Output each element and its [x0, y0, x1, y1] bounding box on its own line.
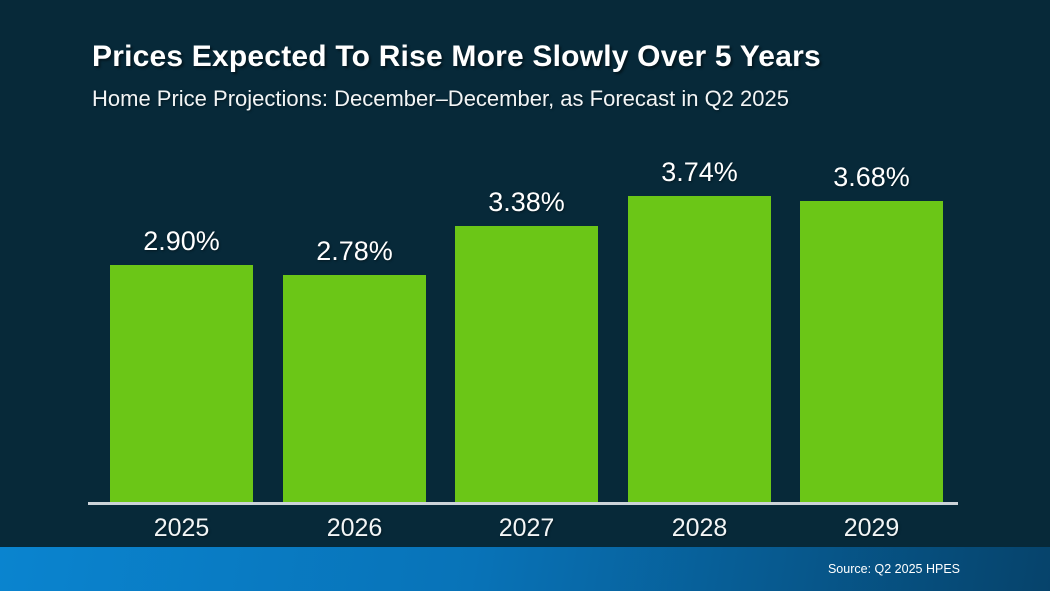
- bar-chart: 2.90% 2025 2.78% 2026 3.38% 2027 3.74% 2028 3.68…: [110, 157, 943, 542]
- x-axis-label: 2028: [671, 514, 728, 542]
- bar-value-label: 3.74%: [661, 157, 738, 187]
- source-note: Source: Q2 2025 HPES: [827, 562, 960, 576]
- x-axis-label: 2027: [498, 514, 555, 542]
- bar-value-label: 3.68%: [833, 162, 910, 192]
- bar-2025: [110, 265, 253, 503]
- x-axis-label: 2026: [326, 514, 383, 542]
- footer-bar: Source: Q2 2025 HPES: [0, 547, 1050, 591]
- chart-title: Prices Expected To Rise More Slowly Over…: [92, 40, 821, 73]
- bar-value-label: 2.78%: [316, 236, 393, 266]
- chart-subtitle: Home Price Projections: December–Decembe…: [92, 86, 789, 111]
- bar-2028: [628, 196, 771, 503]
- bar-2026: [283, 275, 426, 503]
- bar-2027: [455, 226, 598, 503]
- x-axis-line: [88, 502, 958, 505]
- bar-value-label: 3.38%: [488, 187, 565, 217]
- x-axis-label: 2025: [153, 514, 210, 542]
- bar-2029: [800, 201, 943, 503]
- bar-value-label: 2.90%: [143, 226, 220, 256]
- x-axis-label: 2029: [843, 514, 900, 542]
